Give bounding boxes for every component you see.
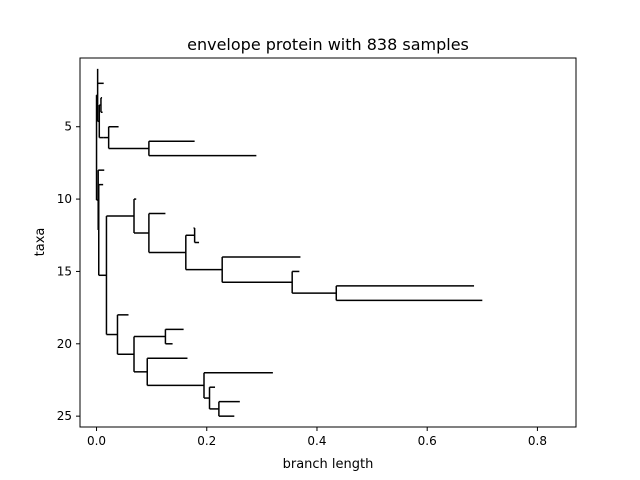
x-tick-label: 0.8 [528, 434, 547, 448]
x-axis: 0.0 0.2 0.4 0.6 0.8 [87, 427, 547, 448]
x-tick-label: 0.2 [197, 434, 216, 448]
plot-area [79, 57, 577, 428]
x-tick-label: 0.0 [87, 434, 106, 448]
x-axis-label: branch length [283, 457, 374, 472]
y-axis-label: taxa [33, 228, 48, 257]
y-tick-label: 15 [57, 264, 72, 278]
chart-title: envelope protein with 838 samples [187, 35, 469, 54]
x-tick-label: 0.4 [307, 434, 326, 448]
y-tick-label: 20 [57, 337, 72, 351]
y-tick-label: 25 [57, 409, 72, 423]
y-axis: 5 10 15 20 25 [57, 120, 80, 423]
tree-branches [95, 68, 483, 417]
y-tick-label: 5 [64, 120, 72, 134]
axes-frame [79, 57, 577, 428]
y-tick-label: 10 [57, 192, 72, 206]
x-tick-label: 0.6 [418, 434, 437, 448]
